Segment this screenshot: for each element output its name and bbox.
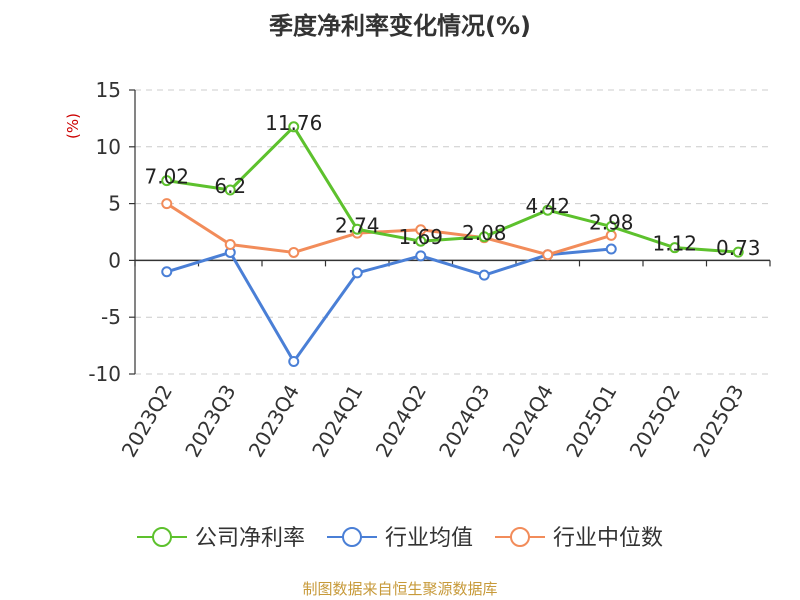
legend-marker — [510, 527, 530, 547]
data-point — [161, 266, 173, 278]
series-line — [165, 202, 612, 257]
data-label: 0.73 — [716, 236, 761, 260]
legend-label: 公司净利率 — [195, 526, 305, 551]
x-tick-label: 2025Q2 — [625, 381, 685, 462]
data-label: 4.42 — [525, 194, 570, 218]
x-tick-label: 2024Q4 — [498, 381, 558, 462]
y-axis-unit-label: (%) — [64, 113, 82, 139]
data-label: 11.76 — [265, 111, 322, 135]
chart-title: 季度净利率变化情况(%) — [269, 12, 531, 40]
data-label: 1.12 — [652, 232, 697, 256]
data-point — [288, 356, 300, 368]
data-label: 6.2 — [214, 174, 246, 198]
data-label: 2.08 — [462, 221, 507, 245]
data-point — [542, 204, 554, 216]
gridlines — [135, 89, 770, 375]
data-label: 7.02 — [144, 165, 189, 189]
y-tick-label: 5 — [108, 192, 121, 216]
data-point — [478, 231, 490, 243]
data-point — [415, 235, 427, 247]
data-label: 2.74 — [335, 213, 380, 237]
legend-marker — [342, 527, 362, 547]
data-point — [288, 246, 300, 258]
x-tick-label: 2024Q3 — [434, 381, 494, 462]
x-tick-label: 2024Q1 — [307, 381, 367, 462]
data-point — [351, 267, 363, 279]
data-point — [288, 121, 300, 133]
y-tick-label: 0 — [108, 248, 121, 272]
data-point — [542, 249, 554, 261]
data-point — [605, 221, 617, 233]
data-point — [415, 224, 427, 236]
y-tick-label: 15 — [96, 78, 121, 102]
data-point — [224, 238, 236, 250]
data-point — [669, 242, 681, 254]
data-point — [351, 223, 363, 235]
data-point — [224, 184, 236, 196]
data-label: 2.98 — [589, 211, 634, 235]
legend: 公司净利率 行业均值 行业中位数 — [137, 526, 663, 551]
source-footer: 制图数据来自恒生聚源数据库 — [302, 580, 498, 598]
data-point — [605, 243, 617, 255]
y-tick-label: 10 — [96, 135, 121, 159]
x-tick-label: 2024Q2 — [371, 381, 431, 462]
legend-label: 行业中位数 — [553, 526, 663, 551]
series-line — [166, 247, 612, 364]
data-point — [161, 175, 173, 187]
y-tick-label: -5 — [101, 305, 121, 329]
y-tick-label: -10 — [88, 362, 121, 386]
data-point — [415, 250, 427, 262]
data-labels: 7.02 6.2 11.76 2.74 1.69 2.08 4.42 2.98 1.12 0.73 — [144, 111, 760, 260]
x-tick-label: 2023Q3 — [180, 381, 240, 462]
x-tick-label: 2023Q2 — [117, 381, 177, 462]
x-tick-label: 2025Q3 — [688, 381, 748, 462]
legend-marker — [152, 527, 172, 547]
x-tick-label: 2023Q4 — [244, 381, 304, 462]
series-lines — [161, 121, 744, 368]
data-point — [161, 198, 173, 210]
x-tick-label: 2025Q1 — [561, 381, 621, 462]
legend-label: 行业均值 — [385, 526, 473, 551]
series-line — [166, 125, 739, 254]
data-point — [478, 269, 490, 281]
data-label: 1.69 — [398, 225, 443, 249]
data-point — [732, 246, 744, 258]
